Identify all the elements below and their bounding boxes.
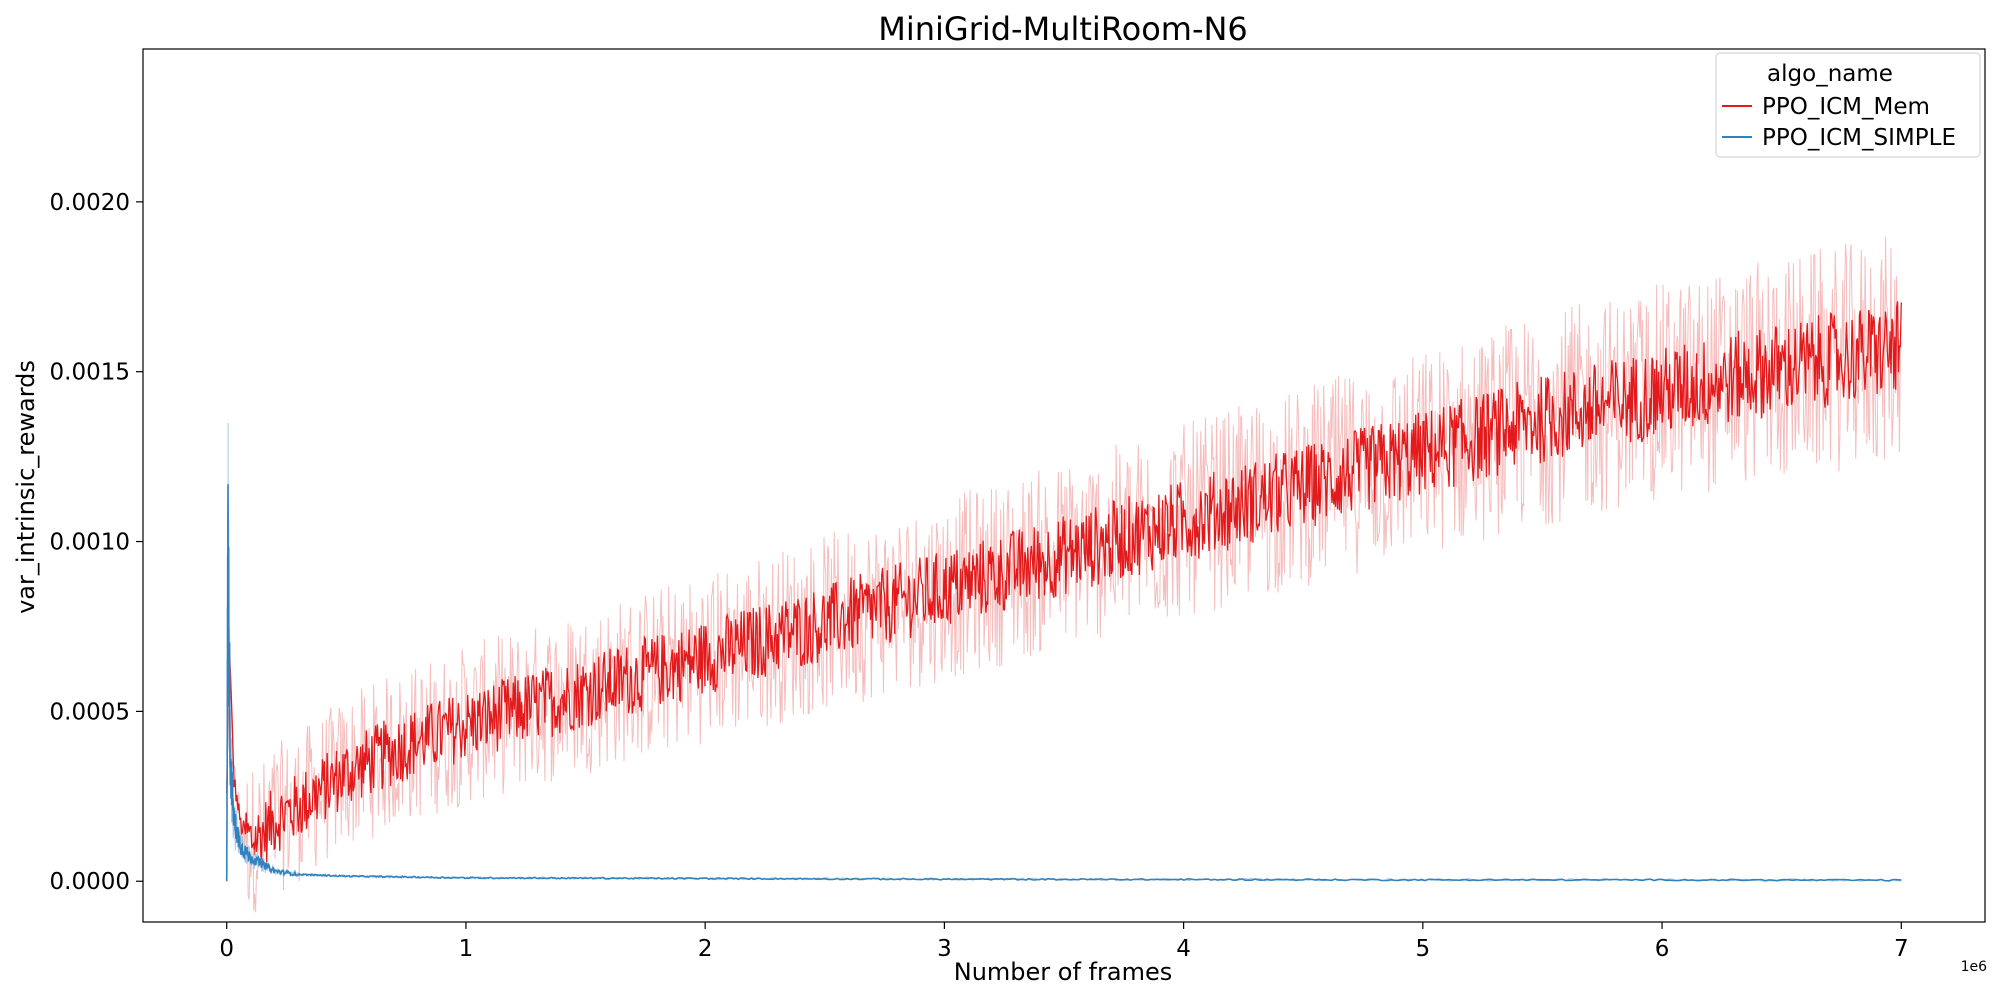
series-band-ppo-icm-simple (226, 422, 1902, 882)
x-tick-label: 0 (219, 936, 234, 962)
x-tick-label: 4 (1176, 936, 1191, 962)
x-axis: 0 1 2 3 4 5 6 7 (219, 922, 1909, 962)
x-tick-label: 5 (1416, 936, 1431, 962)
x-tick-label: 1 (459, 936, 474, 962)
x-tick-label: 7 (1894, 936, 1909, 962)
plot-frame (142, 48, 1986, 923)
y-tick-label: 0.0000 (50, 869, 130, 895)
y-tick-label: 0.0010 (50, 530, 130, 556)
legend-box (1715, 52, 1981, 158)
y-axis-label: var_intrinsic_rewards (12, 360, 40, 614)
plot-area (225, 236, 1902, 913)
legend: algo_name PPO_ICM_Mem PPO_ICM_SIMPLE (1715, 52, 1981, 158)
chart-title: MiniGrid-MultiRoom-N6 (878, 10, 1248, 48)
y-tick-label: 0.0005 (50, 699, 130, 725)
series-band-ppo-icm-mem (226, 236, 1902, 913)
series-line-ppo-icm-mem (226, 301, 1902, 868)
y-tick-label: 0.0015 (50, 360, 130, 386)
x-axis-label: Number of frames (954, 958, 1172, 986)
series-line-ppo-icm-simple (225, 484, 1902, 882)
legend-label-ppo-icm-mem: PPO_ICM_Mem (1762, 94, 1930, 120)
y-tick-label: 0.0020 (50, 190, 130, 216)
legend-label-ppo-icm-simple: PPO_ICM_SIMPLE (1762, 125, 1956, 151)
legend-title: algo_name (1767, 61, 1893, 87)
x-tick-label: 3 (937, 936, 952, 962)
x-tick-label: 6 (1655, 936, 1670, 962)
x-offset-label: 1e6 (1961, 959, 1988, 975)
y-axis: 0.0000 0.0005 0.0010 0.0015 0.0020 (50, 190, 143, 895)
x-tick-label: 2 (698, 936, 713, 962)
